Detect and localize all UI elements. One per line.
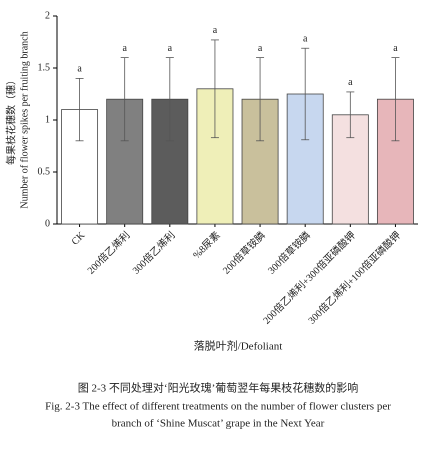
x-tick-label: 200倍乙烯利+300倍亚磷酸钾 bbox=[260, 229, 358, 327]
y-tick-label: 0.5 bbox=[38, 166, 51, 177]
y-tick-label: 2 bbox=[45, 10, 50, 21]
significance-label: a bbox=[122, 43, 127, 54]
significance-label: a bbox=[348, 77, 353, 88]
x-tick-label: 300倍乙烯利 bbox=[129, 229, 177, 277]
caption: branch of ‘Shine Muscat’ grape in the Ne… bbox=[112, 418, 325, 430]
significance-label: a bbox=[258, 43, 263, 54]
significance-label: a bbox=[168, 43, 173, 54]
significance-label: a bbox=[77, 64, 82, 75]
bar bbox=[151, 98, 189, 225]
x-tick-label: 200倍乙烯利 bbox=[84, 229, 132, 277]
x-tick-label: 300倍草铵膦 bbox=[265, 229, 313, 277]
x-tick-label: 200倍草铵膦 bbox=[220, 229, 268, 277]
significance-label: a bbox=[303, 34, 308, 45]
significance-label: a bbox=[393, 43, 398, 54]
x-axis-label: 落脱叶剂/Defoliant bbox=[194, 339, 283, 353]
y-axis-label: Number of flower spikes per fruiting bra… bbox=[19, 31, 30, 208]
x-tick-label: %8尿素 bbox=[190, 229, 223, 262]
caption: Fig. 2-3 The effect of different treatme… bbox=[45, 401, 391, 413]
x-tick-label: 300倍乙烯利+100倍亚磷酸钾 bbox=[305, 229, 403, 327]
y-tick-label: 1 bbox=[45, 114, 50, 125]
y-tick-label: 0 bbox=[45, 218, 50, 229]
significance-label: a bbox=[213, 25, 218, 36]
y-axis-label: 每果枝花穗数（穗） bbox=[4, 75, 17, 165]
x-tick-label: CK bbox=[70, 229, 88, 247]
y-tick-label: 1.5 bbox=[38, 62, 51, 73]
caption: 图 2-3 不同处理对‘阳光玫瑰’葡萄翌年每果枝花穗数的影响 bbox=[78, 381, 359, 395]
bar bbox=[196, 88, 234, 225]
